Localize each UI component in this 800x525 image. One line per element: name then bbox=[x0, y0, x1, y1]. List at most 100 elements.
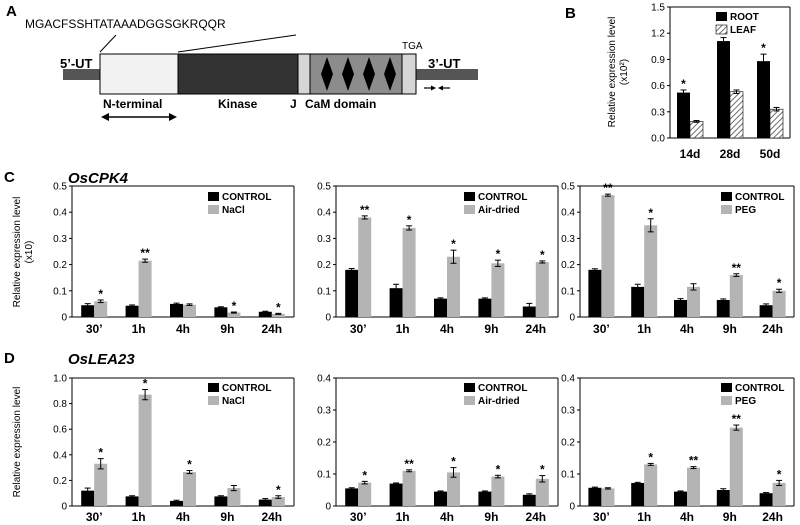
callout-line-right bbox=[177, 34, 297, 53]
y-tick-label: 0.3 bbox=[317, 234, 331, 245]
primer-reverse-arrow-icon bbox=[438, 85, 443, 91]
bar-control bbox=[81, 305, 95, 317]
category-label: 4h bbox=[440, 322, 454, 336]
significance-star: ** bbox=[404, 457, 414, 471]
bar-nacl bbox=[227, 488, 241, 506]
y-tick-label: 0.2 bbox=[53, 476, 67, 487]
y-tick-label: 0.3 bbox=[561, 234, 575, 245]
y-tick-label: 0.9 bbox=[651, 55, 665, 66]
y-axis-title: Relative expression level bbox=[607, 17, 618, 128]
significance-star: * bbox=[187, 458, 192, 472]
category-label: 9h bbox=[484, 322, 498, 336]
y-tick-label: 0.1 bbox=[53, 286, 67, 297]
y-tick-label: 0.2 bbox=[53, 260, 67, 271]
bar-nacl bbox=[271, 497, 285, 506]
category-label: 24h bbox=[525, 322, 546, 336]
category-label: 4h bbox=[680, 510, 694, 524]
y-tick-label: 0.4 bbox=[561, 374, 575, 385]
bar-control bbox=[674, 299, 687, 317]
significance-star: ** bbox=[689, 454, 699, 468]
tga-label: TGA bbox=[402, 41, 423, 52]
y-tick-label: 0.1 bbox=[317, 470, 331, 481]
y-axis-title: Relative expression level bbox=[12, 197, 23, 308]
ef-hand-3 bbox=[363, 57, 375, 91]
legend-swatch-leaf bbox=[715, 24, 728, 35]
y-tick-label: 0.1 bbox=[317, 286, 331, 297]
bar-air-dried bbox=[535, 261, 549, 317]
bar-air-dried bbox=[535, 478, 549, 506]
category-label: 24h bbox=[762, 322, 783, 336]
bar-control bbox=[478, 491, 492, 506]
gene-label-d: OsLEA23 bbox=[68, 351, 135, 368]
bar-control bbox=[258, 311, 272, 317]
y-axis-title: Relative expression level bbox=[12, 387, 23, 498]
bar-leaf bbox=[689, 121, 704, 139]
bar-nacl bbox=[138, 394, 152, 506]
category-label: 4h bbox=[176, 510, 190, 524]
bar-control bbox=[170, 500, 183, 506]
bar-peg bbox=[772, 290, 786, 317]
legend-swatch-air-dried bbox=[464, 205, 475, 214]
bar-peg bbox=[644, 225, 658, 317]
legend-swatch-air-dried bbox=[464, 396, 475, 405]
y-tick-label: 0.4 bbox=[53, 208, 67, 219]
bar-air-dried bbox=[491, 263, 505, 317]
bar-control bbox=[478, 298, 492, 317]
significance-star: * bbox=[496, 247, 501, 261]
category-label: 30’ bbox=[593, 322, 610, 336]
legend-label-peg: PEG bbox=[735, 396, 756, 407]
legend-swatch-nacl bbox=[208, 396, 219, 405]
category-label: 4h bbox=[176, 322, 190, 336]
category-label: 30’ bbox=[350, 510, 367, 524]
legend-label-control: CONTROL bbox=[478, 192, 527, 203]
chart-c2: 0 0.1 0.2 0.3 0.4 0.5 ** 30’ * 1h * 4h * 9h * 24h CONTRO… bbox=[317, 182, 559, 336]
significance-star: * bbox=[362, 468, 367, 482]
bar-control bbox=[125, 305, 139, 317]
kinase-label: Kinase bbox=[218, 97, 258, 111]
significance-star: ** bbox=[360, 203, 370, 217]
legend-label-nacl: NaCl bbox=[222, 205, 245, 216]
y-tick-label: 0.2 bbox=[317, 260, 331, 271]
legend-label-control: CONTROL bbox=[735, 192, 784, 203]
bar-air-dried bbox=[358, 217, 372, 317]
y-tick-label: 0.0 bbox=[651, 134, 665, 145]
y-tick-label: 0.4 bbox=[317, 374, 331, 385]
bar-control bbox=[170, 303, 183, 317]
category-label: 30’ bbox=[86, 322, 103, 336]
bar-control bbox=[716, 299, 730, 317]
significance-star: * bbox=[276, 300, 281, 314]
legend-swatch-control bbox=[208, 192, 219, 201]
bar-nacl bbox=[94, 463, 108, 506]
category-label: 1h bbox=[637, 510, 651, 524]
legend-label-air-dried: Air-dried bbox=[478, 396, 520, 407]
bar-control bbox=[345, 488, 359, 506]
bar-root bbox=[757, 61, 770, 138]
bar-air-dried bbox=[447, 472, 460, 506]
bar-leaf bbox=[769, 108, 784, 139]
ef-hand-2 bbox=[342, 57, 354, 91]
panel-letter-d: D bbox=[4, 350, 15, 367]
y-axis-subtitle: (x10²) bbox=[619, 59, 630, 85]
y-tick-label: 0.1 bbox=[561, 286, 575, 297]
significance-star: ** bbox=[732, 412, 742, 426]
bar-control bbox=[345, 269, 359, 317]
bar-peg bbox=[729, 275, 743, 317]
significance-star: * bbox=[761, 41, 766, 55]
legend-label-control: CONTROL bbox=[478, 383, 527, 394]
significance-star: * bbox=[496, 462, 501, 476]
category-label: 30’ bbox=[86, 510, 103, 524]
ef-hand-4 bbox=[384, 57, 396, 91]
y-tick-label: 0.2 bbox=[317, 438, 331, 449]
category-label: 24h bbox=[261, 510, 282, 524]
significance-star: * bbox=[98, 287, 103, 301]
category-label: 9h bbox=[723, 322, 737, 336]
bar-peg bbox=[644, 464, 658, 506]
chart-c1: 0 0.1 0.2 0.3 0.4 0.5 Relative expression leve… bbox=[12, 182, 295, 336]
significance-star: * bbox=[98, 446, 103, 460]
kinase-box bbox=[177, 53, 299, 95]
y-tick-label: 0.4 bbox=[561, 208, 575, 219]
bar-peg bbox=[687, 467, 700, 506]
significance-star: * bbox=[777, 276, 782, 290]
category-label: 9h bbox=[220, 510, 234, 524]
category-label: 4h bbox=[680, 322, 694, 336]
